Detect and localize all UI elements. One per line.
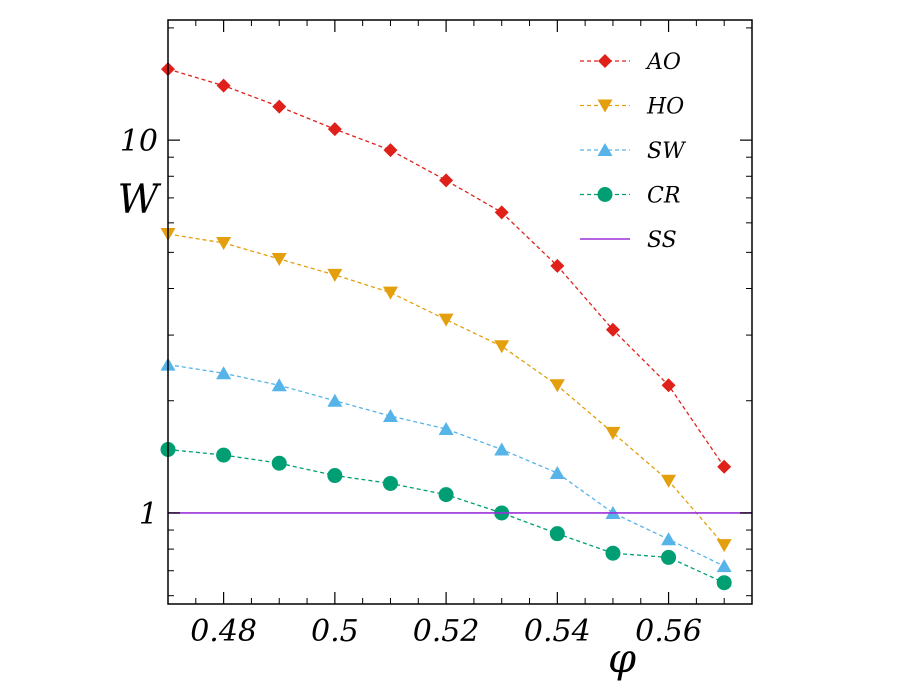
data-point-cr-7 — [549, 526, 565, 542]
data-point-ao-5 — [439, 173, 454, 188]
legend-label-ss: SS — [647, 228, 677, 253]
data-point-sw-7 — [549, 466, 565, 480]
data-point-ao-8 — [605, 322, 620, 337]
data-point-ho-7 — [549, 379, 565, 393]
legend-marker-ao — [598, 54, 612, 68]
legend-label-ho: HO — [646, 95, 684, 120]
x-tick-label: 0.5 — [311, 614, 359, 649]
data-point-ao-10 — [717, 459, 732, 474]
legend-marker-cr — [597, 187, 613, 202]
legend-marker-ho — [597, 99, 613, 113]
data-point-sw-10 — [716, 559, 732, 573]
plot-frame — [167, 19, 753, 605]
data-point-cr-8 — [605, 545, 621, 561]
data-point-ao-6 — [494, 205, 509, 220]
series-line-sw — [167, 363, 725, 567]
data-point-sw-4 — [382, 409, 398, 423]
data-point-cr-3 — [327, 468, 343, 484]
data-point-ho-2 — [271, 252, 287, 266]
legend-label-ao: AO — [645, 50, 681, 75]
axes-group: 0.48 0.5 0.52 0.54 0.56 1 10 — [120, 19, 753, 649]
data-point-ao-1 — [216, 78, 231, 93]
data-point-cr-9 — [661, 549, 677, 565]
data-point-cr-10 — [716, 575, 732, 591]
x-axis-title: φ — [608, 636, 636, 681]
legend-marker-sw — [597, 143, 613, 156]
data-point-ho-5 — [438, 313, 454, 327]
data-point-ao-9 — [661, 378, 676, 393]
data-point-ho-10 — [716, 539, 732, 553]
legend: AO HO SW CR SS — [580, 50, 687, 253]
series-line-cr — [167, 448, 725, 584]
data-point-cr-5 — [438, 487, 454, 503]
legend-label-cr: CR — [647, 184, 680, 209]
data-point-sw-9 — [661, 532, 677, 546]
series-line-ho — [167, 233, 725, 546]
legend-label-sw: SW — [647, 139, 687, 164]
data-point-sw-3 — [327, 393, 343, 407]
data-point-sw-5 — [438, 421, 454, 435]
data-point-ho-9 — [661, 474, 677, 488]
data-point-ao-3 — [327, 122, 342, 137]
x-tick-label: 0.48 — [190, 614, 257, 649]
series-line-ao — [167, 68, 725, 468]
data-point-ho-3 — [327, 268, 343, 282]
x-tick-label: 0.56 — [635, 614, 702, 649]
data-point-cr-1 — [216, 447, 232, 463]
data-point-ao-2 — [272, 99, 287, 114]
x-tick-label: 0.52 — [413, 614, 480, 649]
y-axis-title: W — [117, 177, 161, 223]
data-point-ho-8 — [605, 426, 621, 440]
plot-area — [160, 62, 752, 591]
data-point-ho-4 — [382, 286, 398, 300]
data-point-sw-6 — [494, 442, 510, 456]
data-point-sw-1 — [216, 366, 232, 380]
data-point-sw-2 — [271, 378, 287, 392]
data-point-ao-4 — [383, 143, 398, 158]
x-tick-label: 0.54 — [524, 614, 591, 649]
data-point-ho-6 — [494, 340, 510, 354]
data-point-ao-7 — [550, 258, 565, 273]
data-point-cr-2 — [271, 455, 287, 471]
data-point-cr-4 — [382, 475, 398, 491]
data-point-ho-1 — [216, 236, 232, 250]
y-tick-label: 1 — [139, 497, 158, 532]
y-tick-label: 10 — [120, 124, 158, 159]
